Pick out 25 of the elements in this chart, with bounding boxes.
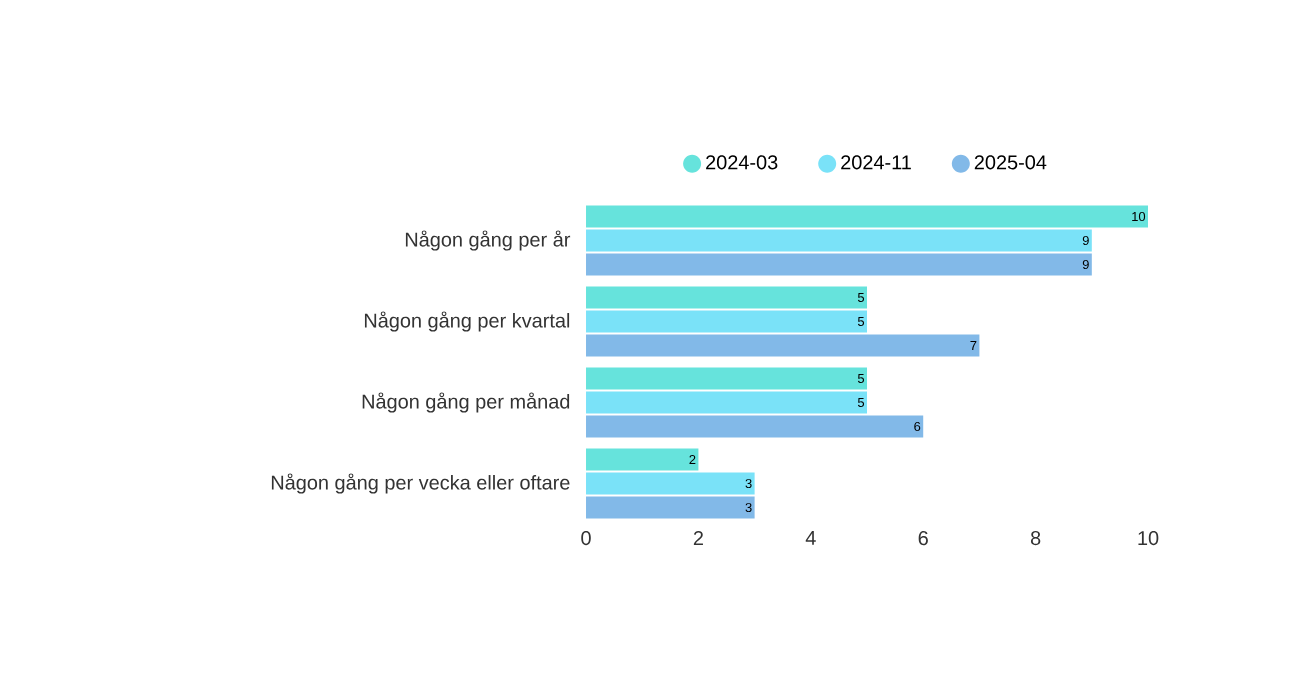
x-tick-label: 4 xyxy=(805,531,816,545)
legend-label: 2024-03 xyxy=(706,155,778,170)
bar xyxy=(586,286,868,309)
x-tick-label: 8 xyxy=(1030,531,1041,546)
bar xyxy=(586,391,868,414)
legend-label: 2025-04 xyxy=(974,155,1047,170)
y-tick-label: Någon gång per kvartal xyxy=(364,311,570,332)
y-tick-label: Någon gång per år xyxy=(405,230,571,251)
bar xyxy=(586,415,924,438)
x-tick-label: 2 xyxy=(693,531,703,545)
y-tick-label: Någon gång per vecka eller oftare xyxy=(271,473,570,494)
bar xyxy=(586,334,980,357)
bar xyxy=(586,367,868,390)
bar xyxy=(586,472,755,495)
bar xyxy=(586,253,1092,276)
bar xyxy=(586,496,755,519)
legend-label: 2024-11 xyxy=(841,155,911,170)
bar xyxy=(586,229,1092,252)
x-tick-label: 6 xyxy=(918,531,928,546)
bar xyxy=(586,448,699,471)
bar xyxy=(586,310,868,333)
x-tick-label: 10 xyxy=(1138,531,1159,546)
x-tick-label: 0 xyxy=(581,531,591,546)
bar xyxy=(586,205,1149,228)
y-tick-label: Någon gång per månad xyxy=(362,392,570,413)
